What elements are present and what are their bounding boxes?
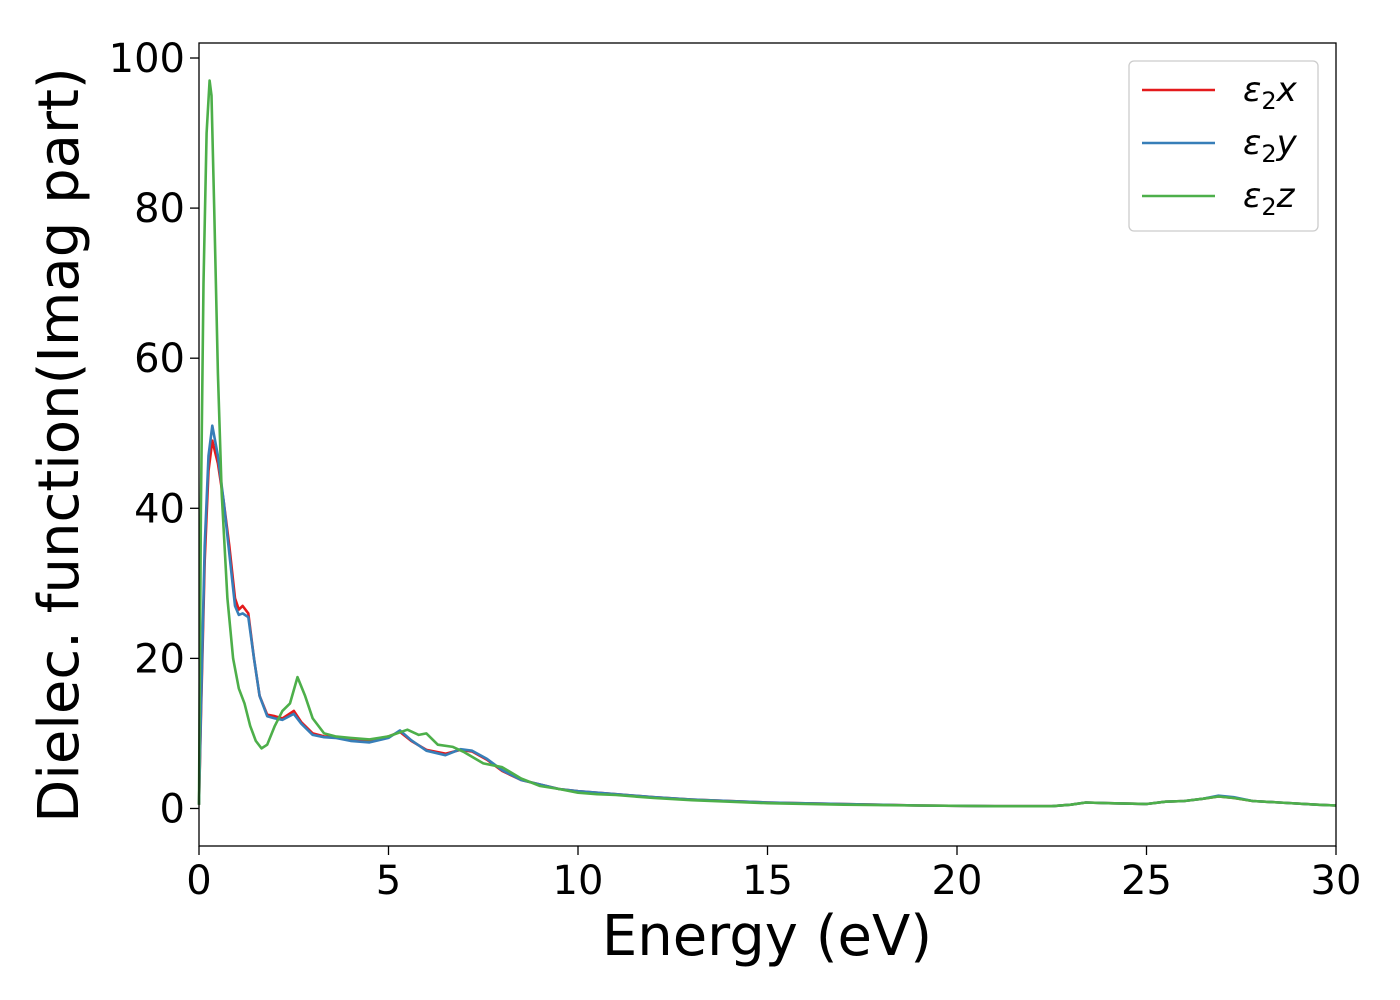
x-tick-label: 20 [932,858,983,904]
y-axis-title: Dielec. function(Imag part) [27,67,92,823]
legend: ε2x ε2y ε2z [1128,60,1319,232]
y-tick-label: 100 [109,36,185,82]
legend-label-z: ε2z [1243,176,1296,221]
series-line-z [197,79,1337,808]
y-tick-label: 0 [160,786,185,832]
x-tick-label: 25 [1121,858,1172,904]
x-tick-label: 0 [186,858,211,904]
x-tick-label: 15 [742,858,793,904]
series-layer [197,79,1337,808]
x-axis-title: Energy (eV) [602,904,932,969]
legend-label-y: ε2y [1243,123,1298,168]
y-tick-label: 20 [134,636,185,682]
y-tick-label: 80 [134,186,185,232]
y-tick-label: 60 [134,336,185,382]
x-axis: 0 5 10 15 20 25 30 [186,846,1361,904]
legend-box [1128,60,1319,232]
legend-label-x: ε2x [1243,70,1298,115]
y-axis: 0 20 40 60 80 100 [109,36,199,832]
x-tick-label: 5 [376,858,401,904]
x-tick-label: 10 [553,858,604,904]
x-tick-label: 30 [1311,858,1362,904]
y-tick-label: 40 [134,486,185,532]
